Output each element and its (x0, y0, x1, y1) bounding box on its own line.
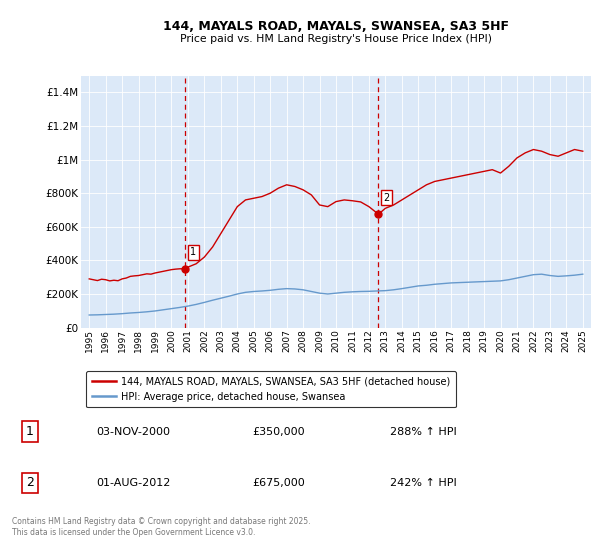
Legend: 144, MAYALS ROAD, MAYALS, SWANSEA, SA3 5HF (detached house), HPI: Average price,: 144, MAYALS ROAD, MAYALS, SWANSEA, SA3 5… (86, 371, 456, 408)
Text: 242% ↑ HPI: 242% ↑ HPI (390, 478, 457, 488)
Text: Contains HM Land Registry data © Crown copyright and database right 2025.
This d: Contains HM Land Registry data © Crown c… (12, 517, 311, 536)
Text: 2: 2 (383, 193, 389, 203)
Text: Price paid vs. HM Land Registry's House Price Index (HPI): Price paid vs. HM Land Registry's House … (180, 34, 492, 44)
Text: 1: 1 (26, 425, 34, 438)
Text: 03-NOV-2000: 03-NOV-2000 (96, 427, 170, 437)
Text: 2: 2 (26, 477, 34, 489)
Text: 01-AUG-2012: 01-AUG-2012 (96, 478, 170, 488)
Text: 288% ↑ HPI: 288% ↑ HPI (390, 427, 457, 437)
Text: 144, MAYALS ROAD, MAYALS, SWANSEA, SA3 5HF: 144, MAYALS ROAD, MAYALS, SWANSEA, SA3 5… (163, 20, 509, 32)
Text: 1: 1 (190, 248, 196, 258)
Text: £350,000: £350,000 (252, 427, 305, 437)
Text: £675,000: £675,000 (252, 478, 305, 488)
